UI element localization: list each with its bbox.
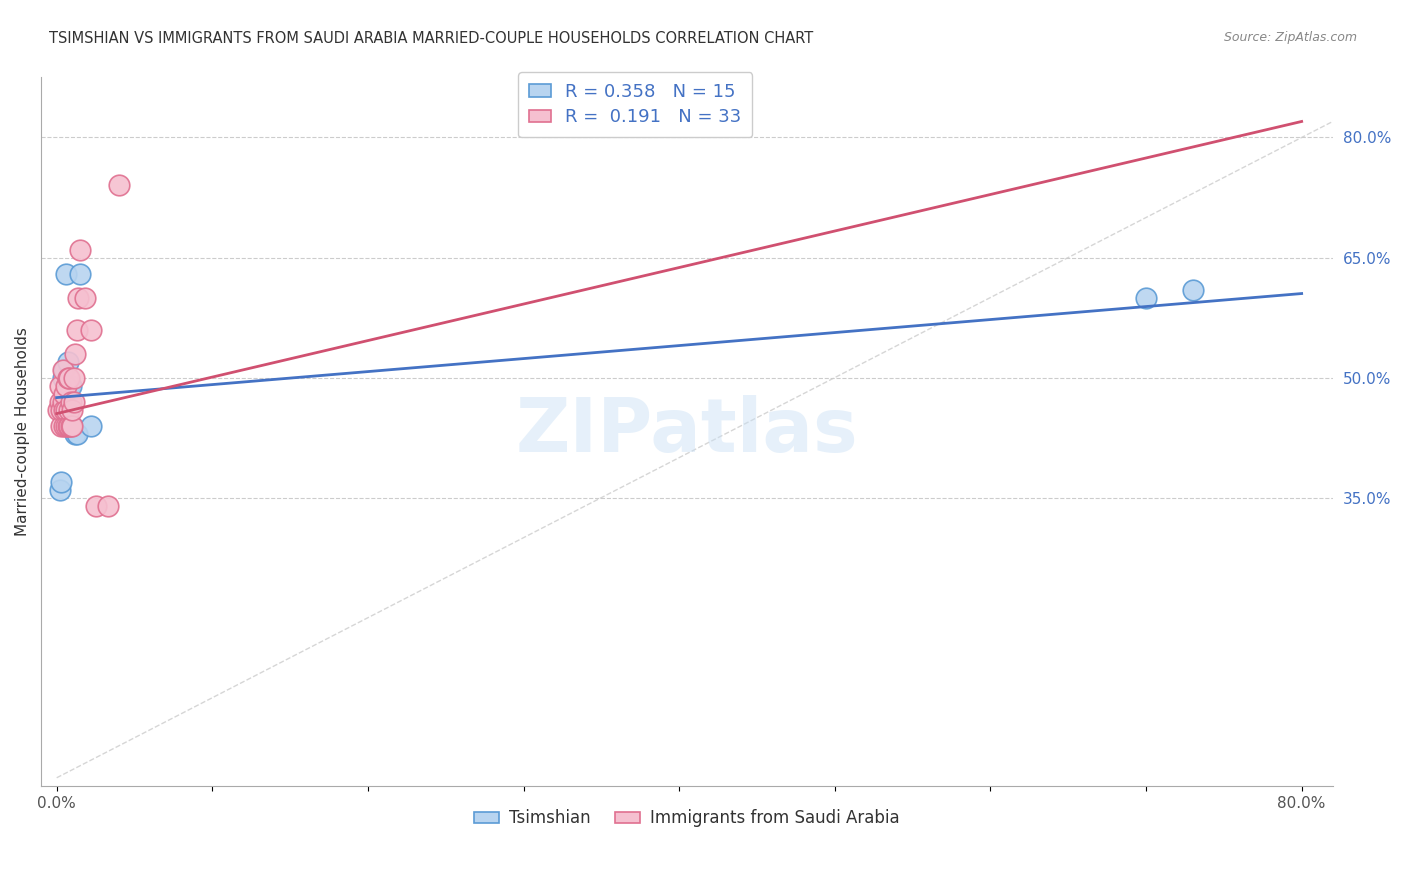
Point xyxy=(46,402,69,417)
Point xyxy=(1181,283,1204,297)
Point xyxy=(59,378,82,392)
Point xyxy=(49,378,72,392)
Point xyxy=(49,483,72,497)
Point xyxy=(62,370,84,384)
Point xyxy=(55,418,77,433)
Point xyxy=(97,499,120,513)
Point xyxy=(58,418,80,433)
Point xyxy=(51,418,73,433)
Point xyxy=(66,322,89,336)
Point xyxy=(69,267,91,281)
Point xyxy=(1135,291,1157,305)
Point xyxy=(108,178,131,193)
Point xyxy=(55,267,77,281)
Text: Source: ZipAtlas.com: Source: ZipAtlas.com xyxy=(1223,31,1357,45)
Point xyxy=(80,418,103,433)
Point xyxy=(55,378,77,392)
Point xyxy=(60,418,83,433)
Point xyxy=(59,394,82,409)
Point xyxy=(59,418,82,433)
Point xyxy=(69,243,91,257)
Point xyxy=(58,370,80,384)
Point xyxy=(60,418,83,433)
Point xyxy=(58,378,80,392)
Point xyxy=(53,386,76,401)
Point xyxy=(62,394,84,409)
Point xyxy=(53,362,76,376)
Point xyxy=(51,402,73,417)
Point xyxy=(80,322,103,336)
Point xyxy=(51,475,73,489)
Point xyxy=(56,418,79,433)
Point xyxy=(53,402,76,417)
Text: ZIPatlas: ZIPatlas xyxy=(516,395,858,468)
Point xyxy=(66,426,89,441)
Point xyxy=(65,346,87,360)
Point xyxy=(52,370,75,384)
Point xyxy=(67,291,90,305)
Point xyxy=(52,394,75,409)
Point xyxy=(58,402,80,417)
Point xyxy=(56,354,79,368)
Point xyxy=(60,402,83,417)
Point xyxy=(49,394,72,409)
Text: TSIMSHIAN VS IMMIGRANTS FROM SAUDI ARABIA MARRIED-COUPLE HOUSEHOLDS CORRELATION : TSIMSHIAN VS IMMIGRANTS FROM SAUDI ARABI… xyxy=(49,31,814,46)
Point xyxy=(56,370,79,384)
Point xyxy=(65,426,87,441)
Point xyxy=(73,291,96,305)
Y-axis label: Married-couple Households: Married-couple Households xyxy=(15,327,30,536)
Legend: Tsimshian, Immigrants from Saudi Arabia: Tsimshian, Immigrants from Saudi Arabia xyxy=(467,803,907,834)
Point xyxy=(52,362,75,376)
Point xyxy=(84,499,107,513)
Point xyxy=(55,402,77,417)
Point xyxy=(53,418,76,433)
